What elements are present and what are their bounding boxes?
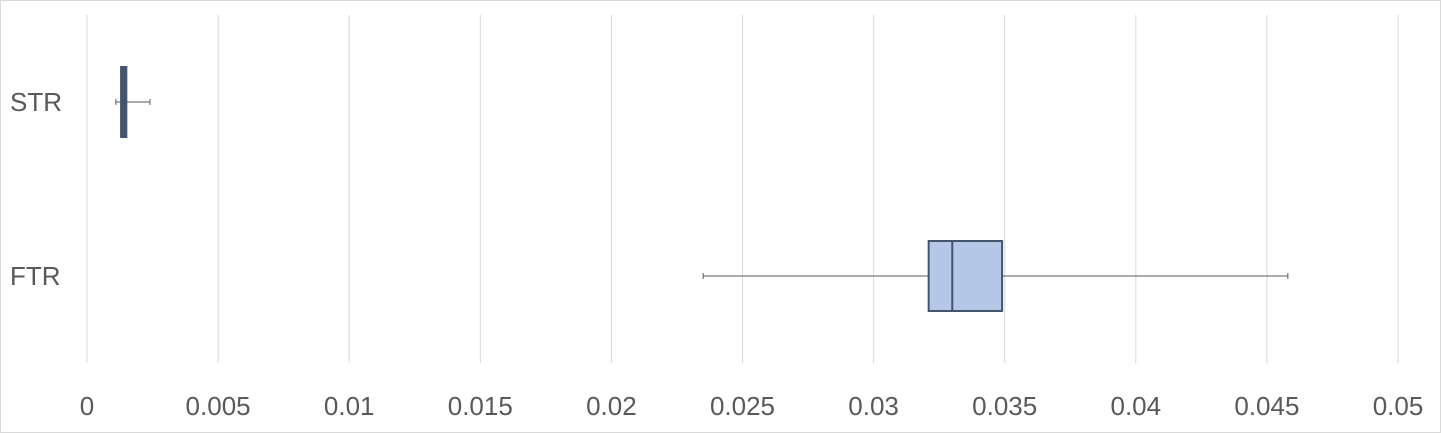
box-ftr — [702, 240, 1289, 312]
x-tick-label: 0.045 — [1234, 391, 1299, 421]
x-tick-label: 0.01 — [324, 391, 375, 421]
x-axis-tick-labels: 0 0.005 0.01 0.015 0.02 0.025 0.03 0.035 0.04 0.0… — [80, 391, 1424, 421]
boxes — [115, 66, 1289, 312]
x-tick-label: 0.03 — [848, 391, 899, 421]
category-label-str: STR — [10, 87, 62, 117]
x-tick-label: 0.05 — [1373, 391, 1424, 421]
category-labels: STR FTR — [10, 87, 62, 291]
x-tick-label: 0.04 — [1110, 391, 1161, 421]
gridlines — [86, 15, 1399, 363]
iqr-box — [927, 240, 1004, 312]
x-tick-label: 0 — [80, 391, 94, 421]
x-tick-label: 0.02 — [586, 391, 637, 421]
box-str — [115, 66, 151, 138]
x-tick-label: 0.015 — [448, 391, 513, 421]
category-label-ftr: FTR — [10, 261, 61, 291]
x-tick-label: 0.025 — [710, 391, 775, 421]
x-tick-label: 0.035 — [972, 391, 1037, 421]
x-tick-label: 0.005 — [186, 391, 251, 421]
